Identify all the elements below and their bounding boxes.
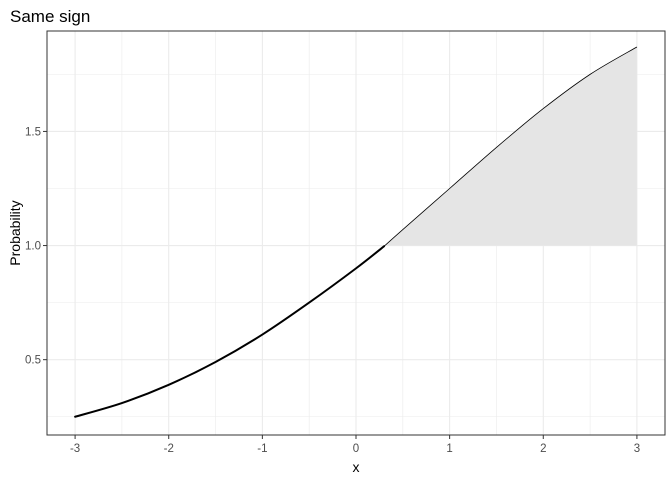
x-tick-label: -1 <box>257 443 267 455</box>
line-layer <box>74 46 638 418</box>
y-tick-label: 0.5 <box>25 355 41 367</box>
series-line-thin <box>383 46 638 247</box>
y-tick-label: 1.5 <box>25 126 41 138</box>
y-axis-label: Probability <box>7 200 23 265</box>
y-axis-ticks: 0.5 1.0 1.5 <box>25 126 47 367</box>
x-axis-ticks: -3 -2 -1 0 1 2 3 <box>70 435 640 455</box>
shade-layer <box>384 46 637 247</box>
x-tick-label: 0 <box>353 443 359 455</box>
x-tick-label: -3 <box>70 443 80 455</box>
x-tick-label: 3 <box>634 443 640 455</box>
chart-title: Same sign <box>10 7 90 26</box>
series-line-thick <box>74 245 386 418</box>
y-tick-label: 1.0 <box>25 241 41 253</box>
x-tick-label: 1 <box>446 443 452 455</box>
shaded-region <box>384 46 637 247</box>
x-tick-label: 2 <box>540 443 546 455</box>
x-tick-label: -2 <box>164 443 174 455</box>
x-axis-label: x <box>353 459 360 475</box>
